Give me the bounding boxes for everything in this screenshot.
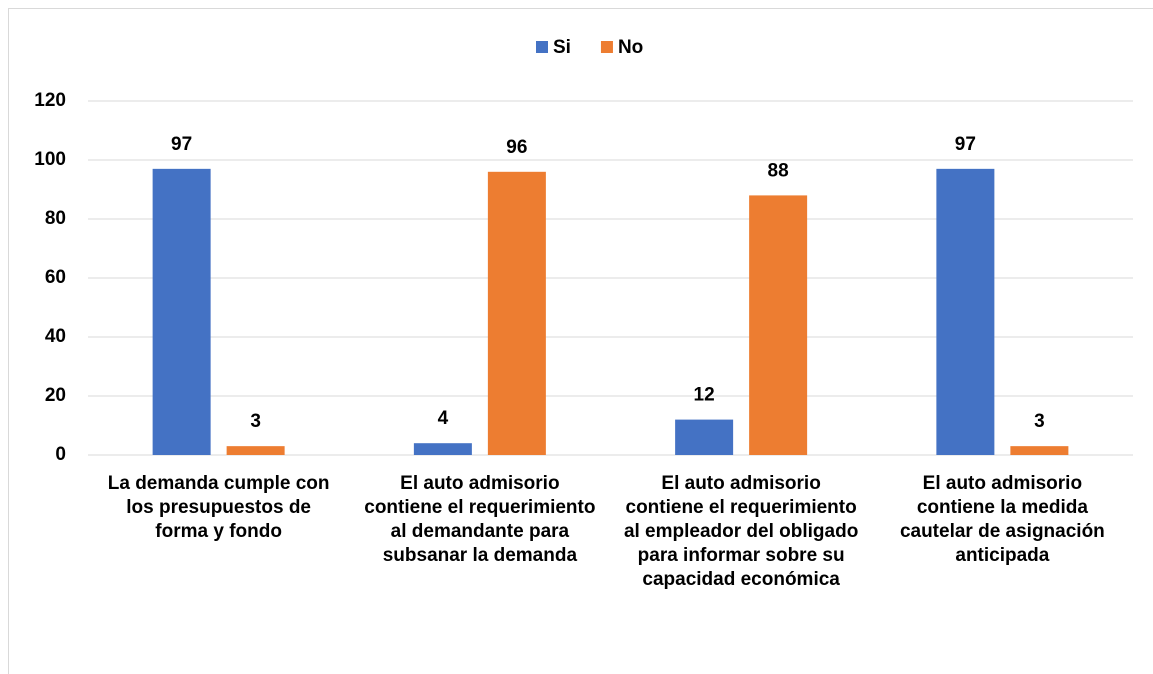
x-tick-label: El auto admisorio contiene el requerimie…: [364, 473, 596, 566]
bar: [675, 419, 734, 455]
data-label: 88: [768, 160, 789, 181]
legend-label: No: [618, 37, 643, 58]
chart-border: [8, 8, 1153, 674]
bar: [936, 168, 995, 455]
y-tick-label: 40: [45, 326, 66, 347]
bar: [1010, 446, 1069, 455]
x-tick-label: El auto admisorio contiene la medida cau…: [899, 473, 1105, 566]
x-tick-label: La demanda cumple con los presupuestos d…: [107, 473, 330, 542]
y-tick-label: 80: [45, 208, 66, 229]
y-tick-label: 60: [45, 267, 66, 288]
data-label: 3: [250, 411, 261, 432]
y-tick-label: 20: [45, 385, 66, 406]
y-tick-label: 100: [34, 149, 66, 170]
bar: [226, 446, 285, 455]
bar: [749, 195, 808, 455]
legend-swatch: [600, 41, 613, 53]
data-label: 12: [694, 385, 715, 406]
legend-swatch: [536, 41, 548, 53]
data-label: 3: [1034, 411, 1045, 432]
data-label: 96: [506, 137, 527, 158]
x-tick-label: El auto admisorio contiene el requerimie…: [623, 473, 859, 590]
y-tick-label: 0: [55, 444, 66, 465]
y-tick-label: 120: [34, 90, 66, 111]
bar: [152, 168, 211, 455]
data-label: 97: [955, 134, 976, 155]
legend-label: Si: [553, 37, 571, 58]
bar: [487, 171, 546, 456]
bar: [413, 443, 472, 455]
data-label: 4: [438, 408, 449, 429]
data-label: 97: [171, 134, 192, 155]
